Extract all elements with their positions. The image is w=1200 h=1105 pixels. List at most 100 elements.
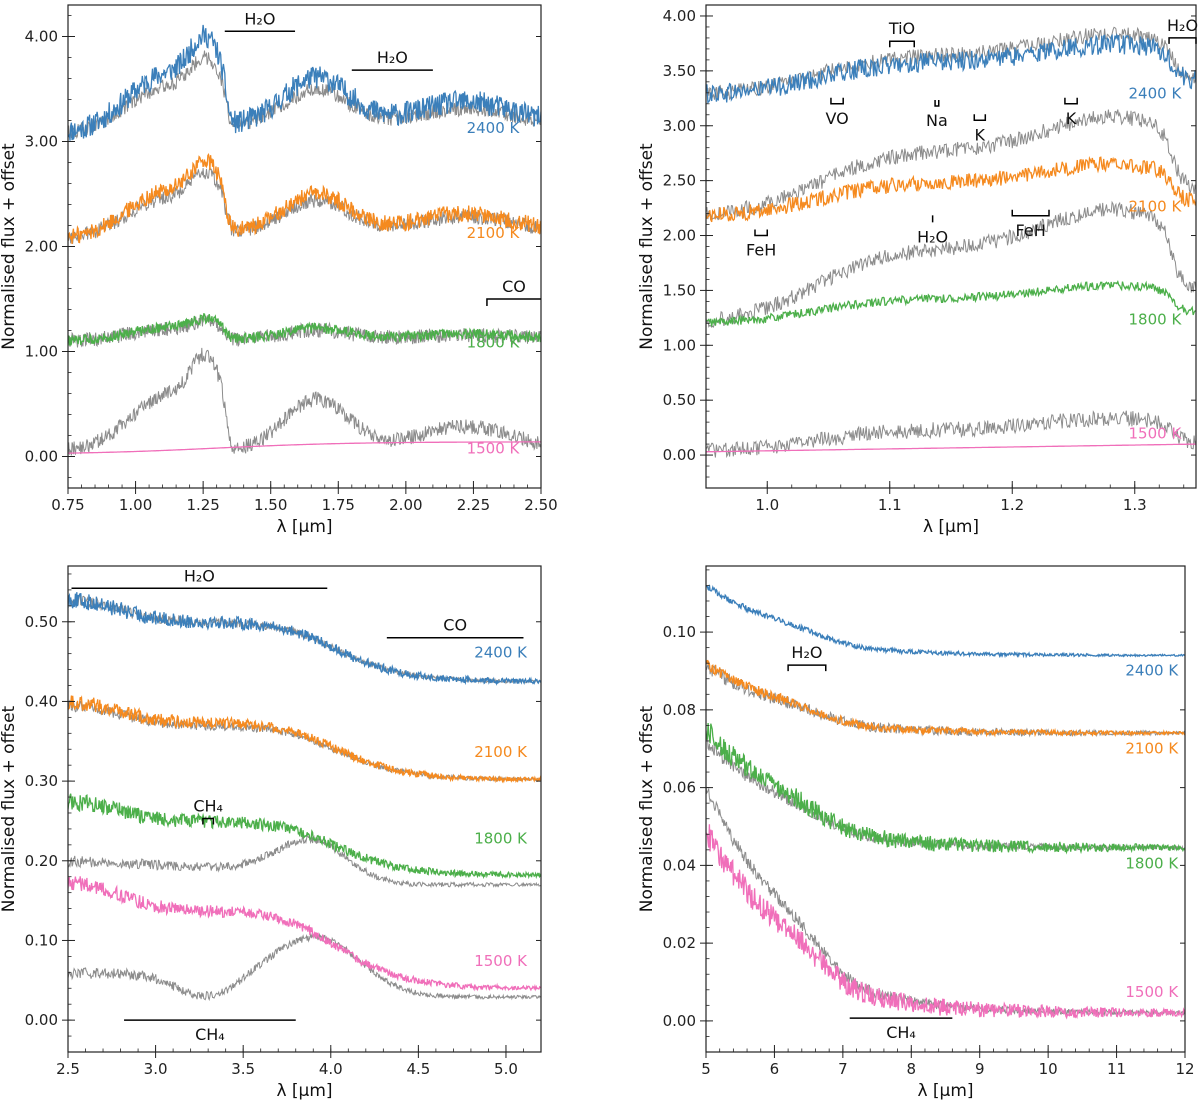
y-tick-label: 3.00 [663, 117, 696, 135]
plot-area [68, 24, 541, 456]
x-tick-label: 0.75 [51, 496, 84, 514]
series-label: 2100 K [1125, 739, 1179, 757]
molecule-label: CO [443, 616, 467, 635]
series-line-2100k [68, 152, 541, 244]
x-tick-label: 1.75 [322, 496, 355, 514]
reference-spectrum-line [706, 200, 1196, 328]
series-label: 2100 K [467, 224, 521, 242]
series-label: 1800 K [467, 333, 521, 351]
series-label: 2400 K [1125, 662, 1179, 680]
x-axis-title: λ [μm] [923, 517, 979, 537]
molecule-label: CH₄ [193, 797, 223, 816]
series-label: 2100 K [474, 743, 528, 761]
x-tick-label: 2.50 [524, 496, 557, 514]
annotation: CO [386, 616, 524, 639]
panel-4: 5 6 7 8 9 10 11 12 0.00 0.02 0.04 0.06 0.08 0.10 λ [μm… [637, 565, 1195, 1101]
axes-frame [67, 565, 542, 1053]
reference-spectrum-line [68, 347, 541, 456]
series-label: 1500 K [474, 952, 528, 970]
series-line-2400k [706, 33, 1196, 104]
molecule-label: H₂O [244, 9, 275, 28]
reference-spectrum-line [706, 410, 1196, 459]
series-line-1500k [706, 824, 1185, 1020]
series-line-1500k [68, 441, 541, 454]
x-tick-label: 1.2 [1000, 496, 1024, 514]
x-tick-label: 1.50 [254, 496, 287, 514]
x-tick-label: 5 [701, 1060, 711, 1078]
series-label: 2400 K [467, 119, 521, 137]
y-tick-label: 0.10 [663, 623, 696, 641]
x-tick-label: 3.5 [231, 1060, 255, 1078]
annotation: Na [926, 99, 948, 130]
series-line-1500k [68, 876, 541, 992]
molecule-label: H₂O [1167, 16, 1198, 35]
annotation: VO [825, 97, 849, 128]
x-axis-title: λ [μm] [276, 1081, 332, 1101]
y-tick-label: 2.00 [25, 238, 58, 256]
series-line-1800k [706, 722, 1185, 855]
x-axis-title: λ [μm] [917, 1081, 973, 1101]
annotation: H₂O [71, 566, 328, 590]
series-line-2400k [706, 584, 1185, 659]
annotation: CH₄ [849, 1017, 953, 1042]
axes-frame [67, 4, 542, 489]
annotation: CH₄ [124, 1019, 296, 1044]
x-tick-label: 6 [770, 1060, 780, 1078]
y-tick-label: 2.50 [663, 172, 696, 190]
molecule-label: K [975, 125, 986, 144]
series-line-1800k [68, 312, 541, 346]
x-axis-title: λ [μm] [276, 517, 332, 537]
molecule-label: Na [926, 111, 948, 130]
series-label: 2400 K [1129, 84, 1183, 102]
molecule-label: FeH [746, 241, 776, 260]
x-tick-label: 8 [907, 1060, 917, 1078]
y-tick-label: 0.50 [663, 391, 696, 409]
series-line-2400k [68, 24, 541, 141]
y-tick-label: 3.00 [25, 133, 58, 151]
series-line-2100k [706, 659, 1185, 738]
reference-spectrum-line [706, 786, 1185, 1017]
annotation: TiO [888, 19, 915, 48]
y-axis-title: Normalised flux + offset [637, 143, 657, 350]
y-tick-label: 0.00 [25, 448, 58, 466]
series-line-1800k [68, 793, 541, 880]
y-tick-label: 0.20 [25, 852, 58, 870]
reference-spectrum-line [68, 932, 541, 1002]
panel-1: 0.75 1.00 1.25 1.50 1.75 2.00 2.25 2.50 0.00 1.00… [0, 4, 558, 537]
y-tick-label: 0.06 [663, 779, 696, 797]
x-tick-label: 1.25 [186, 496, 219, 514]
reference-spectrum-line [68, 594, 541, 685]
annotation: CO [486, 277, 541, 306]
plot-area [706, 584, 1185, 1020]
x-tick-label: 3.0 [144, 1060, 168, 1078]
series-label: 2100 K [1129, 197, 1183, 215]
y-tick-label: 0.08 [663, 701, 696, 719]
series-line-1800k [706, 279, 1196, 327]
panel-2: 1.0 1.1 1.2 1.3 0.00 0.50 1.00 1.50 2.00 2.50 3.00… [637, 4, 1198, 537]
molecule-label: H₂O [791, 643, 822, 662]
x-tick-label: 1.3 [1123, 496, 1147, 514]
series-line-1500k [706, 443, 1196, 453]
molecule-label: CH₄ [886, 1023, 916, 1042]
molecule-label: H₂O [917, 227, 948, 246]
annotation: FeH [746, 229, 776, 260]
x-tick-label: 5.0 [494, 1060, 518, 1078]
annotation: K [973, 114, 987, 144]
y-tick-label: 3.50 [663, 62, 696, 80]
y-tick-label: 0.00 [663, 446, 696, 464]
reference-spectrum-line [68, 834, 541, 889]
x-tick-label: 2.25 [457, 496, 490, 514]
annotation: H₂O [1167, 16, 1198, 44]
series-label: 1800 K [1129, 310, 1183, 328]
annotation: H₂O [917, 215, 948, 246]
reference-spectrum-line [706, 109, 1196, 222]
annotation: H₂O [351, 48, 433, 71]
y-tick-label: 0.30 [25, 772, 58, 790]
y-tick-label: 1.00 [663, 336, 696, 354]
y-axis-title: Normalised flux + offset [637, 705, 657, 912]
x-tick-label: 2.00 [389, 496, 422, 514]
reference-spectrum-line [706, 662, 1185, 738]
series-label: 1500 K [1129, 425, 1183, 443]
x-tick-label: 1.0 [755, 496, 779, 514]
